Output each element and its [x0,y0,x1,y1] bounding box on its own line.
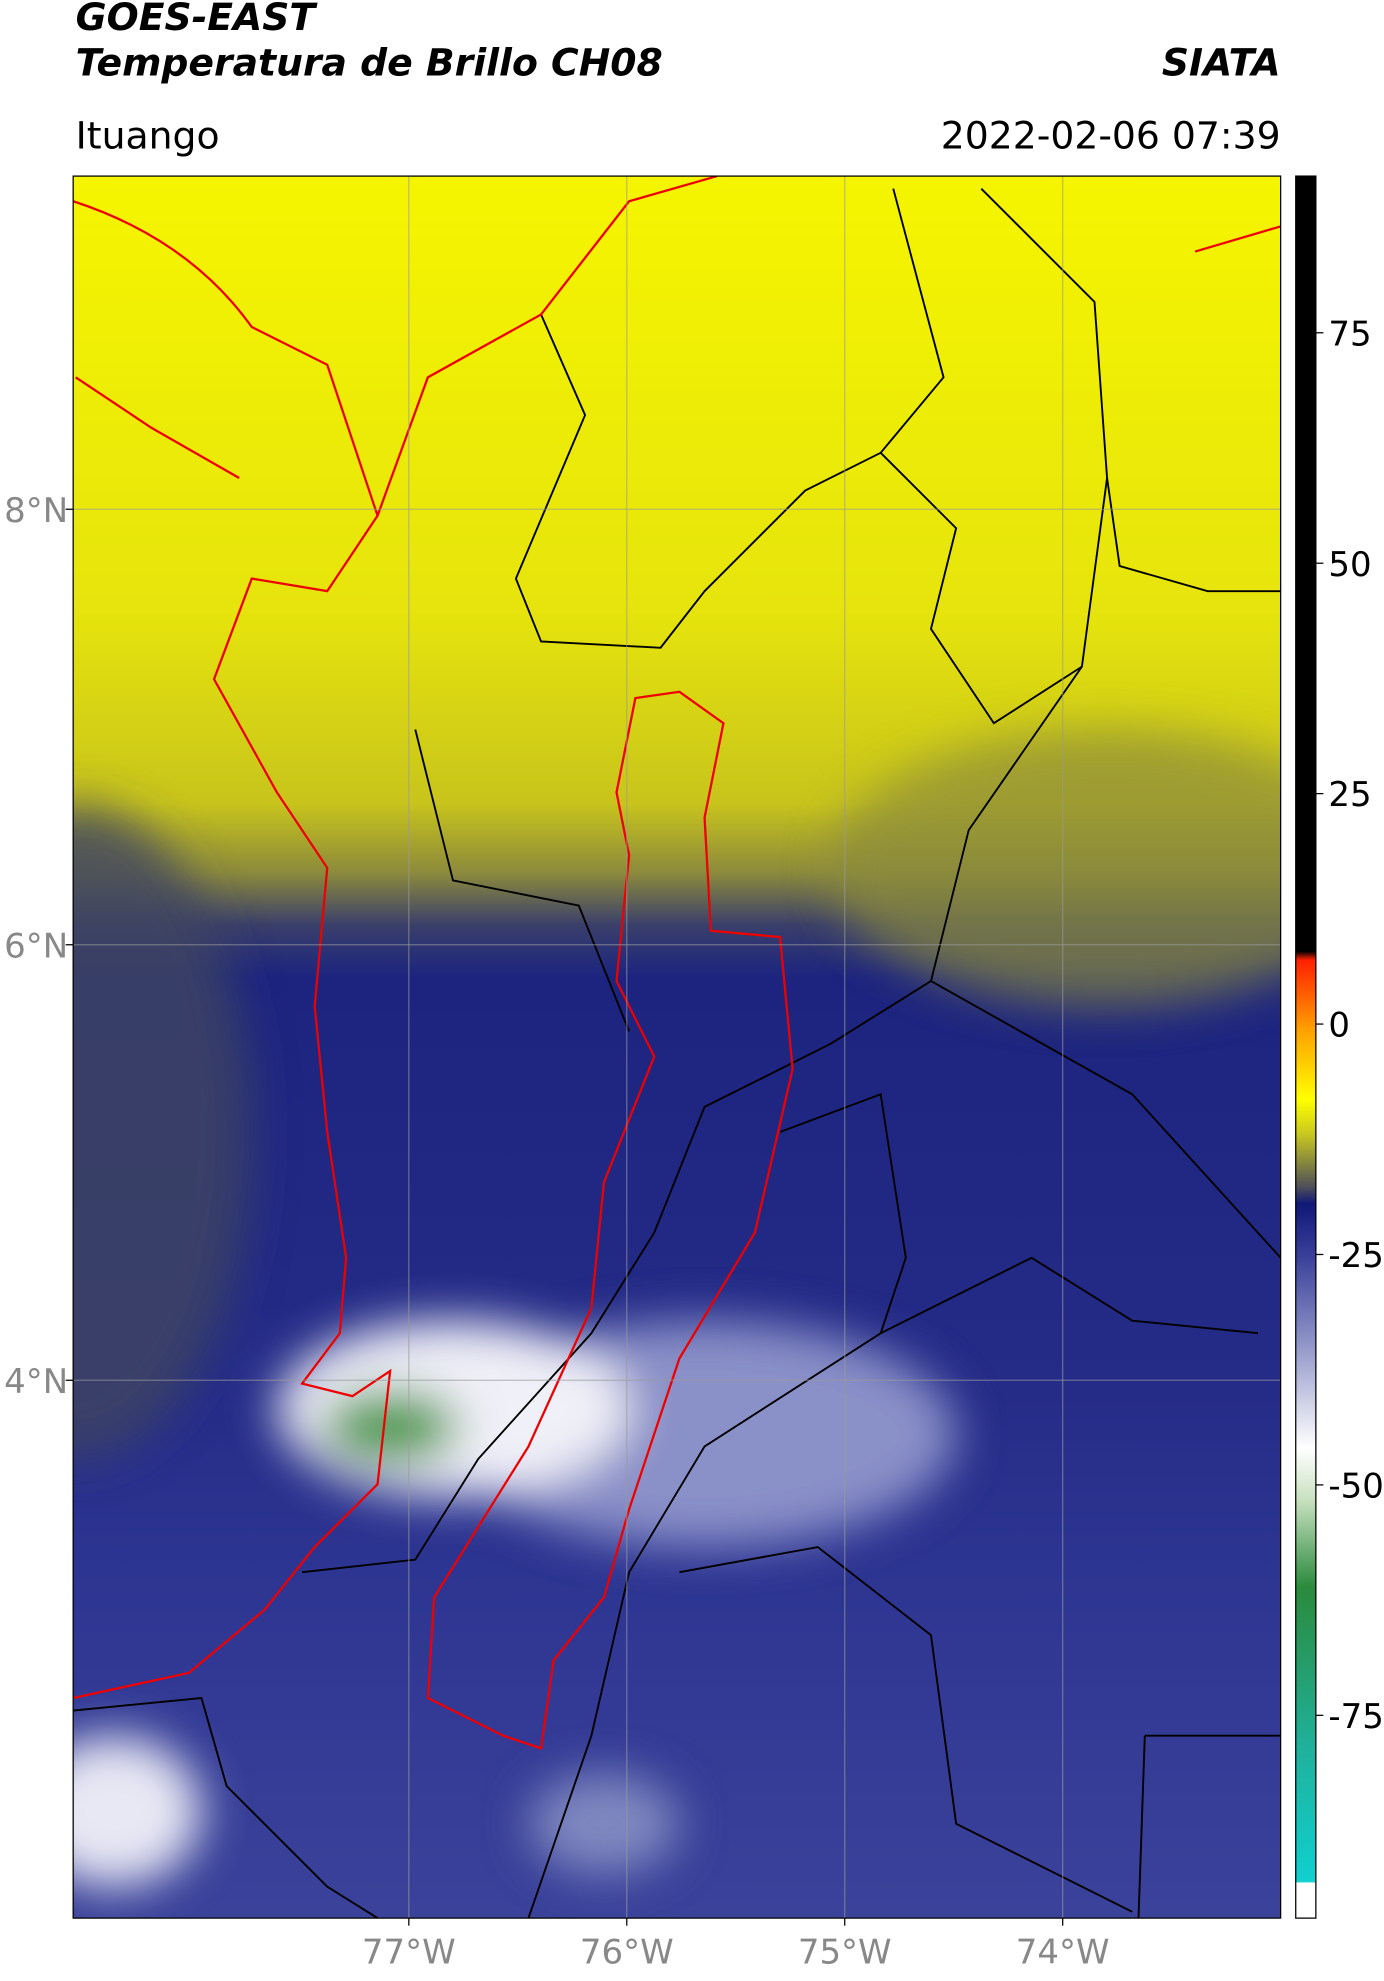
y-tick-label: 6°N [4,926,68,966]
datetime: 2022-02-06 07:39 [941,113,1281,157]
title: GOES-EAST [76,0,319,39]
colorbar-tick-label: 50 [1328,545,1371,585]
axis-ticks: 77°W 76°W 75°W 74°W 8°N 6°N 4°N [4,491,1109,1973]
x-tick-label: 76°W [580,1932,674,1972]
region: Ituango [76,113,220,157]
y-tick-label: 8°N [4,491,68,531]
colorbar [1295,175,1317,1919]
map-image [73,176,1281,1919]
colorbar-ticks: 75 50 25 0 -25 -50 -75 [1315,314,1384,1737]
gridlines [73,176,1281,1919]
colorbar-tick-label: -25 [1328,1236,1383,1276]
map-frame [72,175,1282,1919]
colorbar-tick-label: 0 [1328,1006,1350,1046]
colorbar-tick-label: -50 [1328,1466,1383,1506]
colorbar-tick-label: -75 [1328,1697,1383,1737]
x-tick-label: 74°W [1016,1932,1110,1972]
subtitle: Temperatura de Brillo CH08 [76,40,663,84]
y-tick-label: 4°N [4,1362,68,1402]
colorbar-tick-label: 25 [1328,775,1371,815]
x-tick-label: 75°W [798,1932,892,1972]
colorbar-tick-label: 75 [1328,314,1371,354]
source: SIATA [1162,40,1281,84]
x-tick-label: 77°W [362,1932,456,1972]
